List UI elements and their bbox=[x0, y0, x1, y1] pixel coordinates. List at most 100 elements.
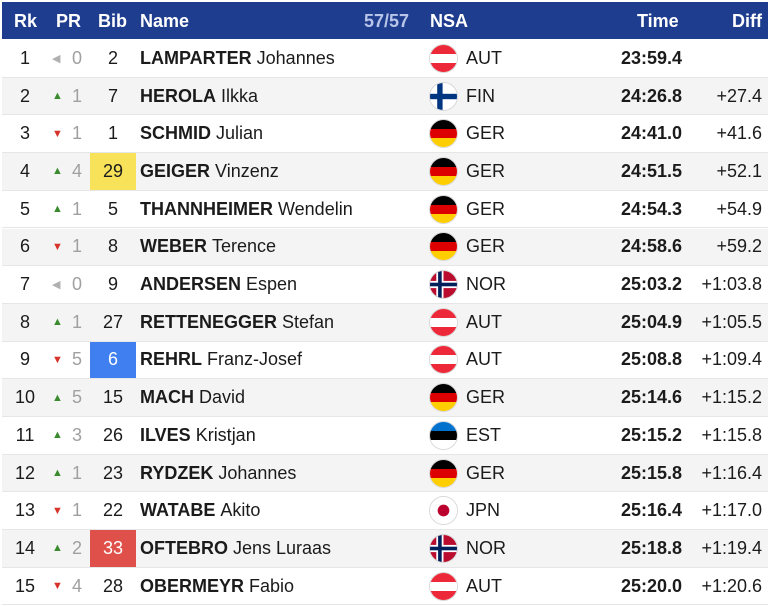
diff-cell: +1:17.0 bbox=[701, 500, 762, 521]
diff-cell: +1:16.4 bbox=[701, 462, 762, 483]
position-change-value: 1 bbox=[72, 462, 83, 483]
athlete-name[interactable]: WATABE Akito bbox=[140, 492, 420, 529]
ger-flag-icon bbox=[430, 384, 457, 412]
table-row[interactable]: 2 ▲ 1 7 HEROLA Ilkka FIN 24:26.8 +27.4 bbox=[2, 77, 768, 116]
flag-cell bbox=[430, 568, 458, 605]
flag-cell bbox=[430, 417, 458, 454]
diff-cell: +1:19.4 bbox=[701, 537, 762, 558]
table-row[interactable]: 14 ▲ 2 33 OFTEBRO Jens Luraas NOR 25:18.8 +1:19.… bbox=[2, 530, 768, 568]
diff-cell bbox=[682, 40, 762, 77]
aut-flag-icon bbox=[430, 572, 457, 600]
time-cell: 25:04.9 bbox=[620, 311, 682, 332]
table-row[interactable]: 9 ▼ 5 6 REHRL Franz-Josef AUT 25:08.8 +1:09.4 bbox=[2, 341, 768, 380]
position-change: ◀ 0 bbox=[50, 266, 92, 303]
athlete-name[interactable]: WEBER Terence bbox=[140, 229, 420, 266]
header-diff[interactable]: Diff bbox=[732, 11, 762, 31]
athlete-last-name: WEBER bbox=[140, 236, 207, 257]
diff-cell: +1:15.2 bbox=[701, 387, 762, 408]
diff-cell: +52.1 bbox=[716, 160, 762, 181]
header-time[interactable]: Time bbox=[637, 11, 679, 31]
athlete-name[interactable]: GEIGER Vinzenz bbox=[140, 153, 420, 190]
athlete-name[interactable]: ILVES Kristjan bbox=[140, 417, 420, 454]
athlete-name[interactable]: LAMPARTER Johannes bbox=[140, 40, 420, 77]
time-cell: 25:03.2 bbox=[620, 274, 682, 295]
position-change-value: 2 bbox=[72, 537, 83, 558]
ger-flag-icon bbox=[430, 195, 457, 223]
diff-cell: +59.2 bbox=[716, 236, 762, 257]
athlete-first-name: David bbox=[199, 387, 246, 408]
table-row[interactable]: 5 ▲ 1 5 THANNHEIMER Wendelin GER 24:54.3 +54.9 bbox=[2, 191, 768, 229]
flag-cell bbox=[430, 229, 458, 266]
table-row[interactable]: 3 ▼ 1 1 SCHMID Julian GER 24:41.0 +41.6 bbox=[2, 115, 768, 154]
table-row[interactable]: 4 ▲ 4 29 GEIGER Vinzenz GER 24:51.5 +52.1 bbox=[2, 153, 768, 191]
arrow-left-icon: ◀ bbox=[52, 52, 61, 65]
time-cell: 23:59.4 bbox=[620, 47, 682, 68]
bib-cell: 29 bbox=[90, 153, 136, 190]
athlete-first-name: Stefan bbox=[282, 311, 335, 332]
header-nsa[interactable]: NSA bbox=[430, 11, 469, 31]
table-row[interactable]: 1 ◀ 0 2 LAMPARTER Johannes AUT 23:59.4 bbox=[2, 40, 768, 78]
table-row[interactable]: 8 ▲ 1 27 RETTENEGGER Stefan AUT 25:04.9 +1:05.5 bbox=[2, 303, 768, 342]
time-cell: 24:58.6 bbox=[620, 236, 682, 257]
nsa-code: AUT bbox=[466, 575, 502, 596]
diff-cell: +54.9 bbox=[716, 198, 762, 219]
position-change: ▼ 1 bbox=[50, 492, 92, 529]
flag-cell bbox=[430, 455, 458, 492]
arrow-up-icon: ▲ bbox=[52, 542, 63, 555]
flag-cell bbox=[430, 78, 458, 115]
athlete-name[interactable]: OBERMEYR Fabio bbox=[140, 568, 420, 605]
rank-cell: 4 bbox=[19, 160, 30, 181]
header-name[interactable]: Name bbox=[140, 11, 190, 31]
athlete-name[interactable]: ANDERSEN Espen bbox=[140, 266, 420, 303]
bib-cell: 8 bbox=[107, 236, 118, 257]
rank-cell: 2 bbox=[19, 85, 30, 106]
rank-cell: 5 bbox=[19, 198, 30, 219]
bib-cell: 33 bbox=[90, 530, 136, 567]
athlete-name[interactable]: REHRL Franz-Josef bbox=[140, 342, 420, 379]
athlete-last-name: REHRL bbox=[140, 349, 202, 370]
flag-cell bbox=[430, 492, 458, 529]
aut-flag-icon bbox=[430, 346, 457, 374]
bib-cell: 9 bbox=[107, 274, 118, 295]
athlete-first-name: Franz-Josef bbox=[207, 349, 303, 370]
rank-cell: 7 bbox=[19, 274, 30, 295]
header-pr[interactable]: PR bbox=[56, 11, 82, 31]
time-cell: 25:14.6 bbox=[620, 387, 682, 408]
table-row[interactable]: 12 ▲ 1 23 RYDZEK Johannes GER 25:15.8 +1:16.4 bbox=[2, 454, 768, 493]
athlete-last-name: OFTEBRO bbox=[140, 537, 228, 558]
nsa-code: GER bbox=[466, 387, 506, 408]
athlete-name[interactable]: THANNHEIMER Wendelin bbox=[140, 191, 420, 228]
athlete-name[interactable]: SCHMID Julian bbox=[140, 115, 420, 152]
rank-cell: 13 bbox=[14, 500, 36, 521]
athlete-first-name: Espen bbox=[246, 274, 298, 295]
table-row[interactable]: 7 ◀ 0 9 ANDERSEN Espen NOR 25:03.2 +1:03.8 bbox=[2, 266, 768, 304]
header-bib[interactable]: Bib bbox=[98, 11, 127, 31]
table-row[interactable]: 13 ▼ 1 22 WATABE Akito JPN 25:16.4 +1:17.0 bbox=[2, 492, 768, 531]
position-change: ▼ 4 bbox=[50, 568, 92, 605]
arrow-up-icon: ▲ bbox=[52, 391, 63, 404]
bib-cell: 26 bbox=[102, 424, 124, 445]
table-row[interactable]: 11 ▲ 3 26 ILVES Kristjan EST 25:15.2 +1:15.8 bbox=[2, 417, 768, 455]
nor-flag-icon bbox=[430, 271, 457, 299]
position-change-value: 4 bbox=[72, 160, 83, 181]
athlete-name[interactable]: RETTENEGGER Stefan bbox=[140, 304, 420, 341]
athlete-first-name: Johannes bbox=[218, 462, 297, 483]
athlete-name[interactable]: OFTEBRO Jens Luraas bbox=[140, 530, 420, 567]
table-row[interactable]: 10 ▲ 5 15 MACH David GER 25:14.6 +1:15.2 bbox=[2, 379, 768, 417]
arrow-up-icon: ▲ bbox=[52, 467, 63, 480]
nsa-code: GER bbox=[466, 462, 506, 483]
diff-cell: +1:05.5 bbox=[701, 311, 762, 332]
athlete-name[interactable]: HEROLA Ilkka bbox=[140, 78, 420, 115]
table-row[interactable]: 6 ▼ 1 8 WEBER Terence GER 24:58.6 +59.2 bbox=[2, 228, 768, 267]
arrow-up-icon: ▲ bbox=[52, 429, 63, 442]
position-change-value: 1 bbox=[72, 123, 83, 144]
position-change-value: 1 bbox=[72, 198, 83, 219]
arrow-left-icon: ◀ bbox=[52, 279, 61, 292]
arrow-down-icon: ▼ bbox=[52, 504, 63, 517]
athlete-name[interactable]: RYDZEK Johannes bbox=[140, 455, 420, 492]
table-row[interactable]: 15 ▼ 4 28 OBERMEYR Fabio AUT 25:20.0 +1:20.6 bbox=[2, 568, 768, 606]
header-rank[interactable]: Rk bbox=[14, 11, 38, 31]
athlete-first-name: Kristjan bbox=[195, 424, 256, 445]
athlete-name[interactable]: MACH David bbox=[140, 379, 420, 416]
time-cell: 25:15.8 bbox=[620, 462, 682, 483]
